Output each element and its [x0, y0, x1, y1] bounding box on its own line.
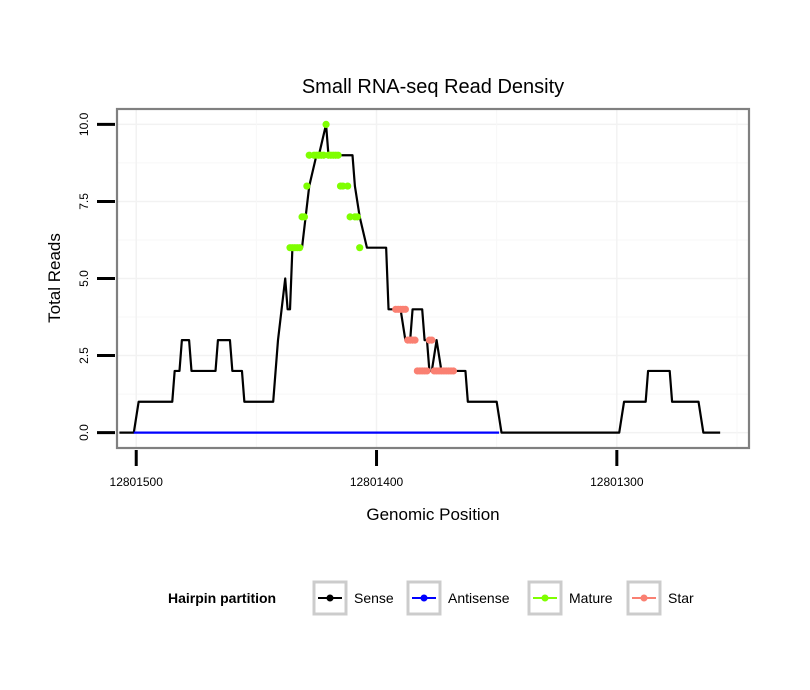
y-axis: 0.0 2.5 5.0 7.5 10.0 — [77, 112, 115, 441]
legend-title: Hairpin partition — [168, 590, 276, 606]
data-point-mature — [300, 213, 309, 221]
series-line-sense — [119, 123, 721, 434]
series-star — [392, 305, 458, 375]
data-point-mature — [303, 182, 311, 190]
data-point-star — [428, 336, 436, 344]
legend-key-point — [640, 594, 648, 602]
data-point-mature — [334, 151, 342, 159]
data-point-star — [401, 305, 409, 313]
legend-key-point — [326, 594, 334, 602]
series-mature — [286, 120, 364, 252]
data-point-mature — [356, 244, 364, 252]
legend-label: Mature — [569, 590, 613, 606]
x-axis-title: Genomic Position — [366, 505, 499, 524]
data-point-star — [423, 367, 431, 375]
y-tick-label: 5.0 — [77, 270, 91, 287]
y-tick-label: 10.0 — [77, 112, 91, 136]
y-tick-label: 2.5 — [77, 347, 91, 364]
series-sense — [119, 123, 721, 434]
data-point-mature — [353, 213, 361, 221]
legend-key-point — [420, 594, 428, 602]
y-tick-label: 0.0 — [77, 424, 91, 441]
plot-border — [115, 107, 751, 450]
x-tick-label: 12801500 — [110, 475, 164, 489]
legend-item-star: Star — [626, 580, 694, 616]
data-point-mature — [344, 182, 352, 190]
legend-item-antisense: Antisense — [406, 580, 510, 616]
x-tick-label: 12801300 — [590, 475, 644, 489]
grid-lines — [117, 109, 749, 448]
legend: Hairpin partition Sense Antisense Mature St… — [168, 580, 694, 616]
legend-label: Sense — [354, 590, 394, 606]
data-point-mature — [322, 120, 330, 129]
legend-label: Star — [668, 590, 694, 606]
x-axis: 12801500 12801400 12801300 — [110, 450, 644, 489]
series-layer — [119, 120, 721, 434]
chart-title: Small RNA-seq Read Density — [302, 76, 564, 98]
data-point-star — [449, 367, 458, 375]
x-tick-label: 12801400 — [350, 475, 404, 489]
data-point-mature — [296, 244, 304, 252]
legend-item-sense: Sense — [312, 580, 394, 616]
legend-key-point — [541, 594, 549, 602]
y-axis-title: Total Reads — [45, 233, 64, 323]
legend-item-mature: Mature — [527, 580, 613, 616]
data-point-star — [411, 336, 419, 344]
y-tick-label: 7.5 — [77, 193, 91, 210]
legend-label: Antisense — [448, 590, 510, 606]
